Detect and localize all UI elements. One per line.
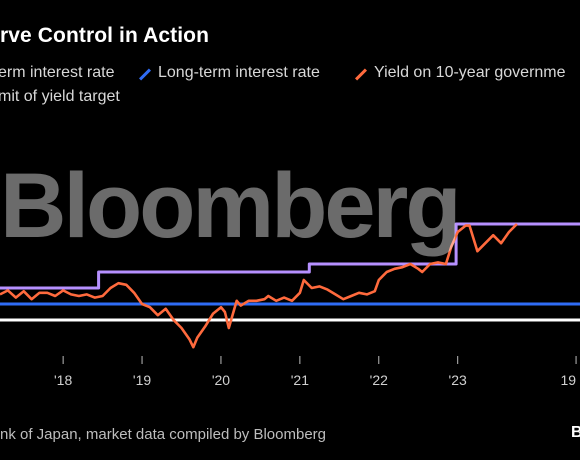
watermark-logo: Bloomberg bbox=[0, 155, 462, 257]
x-tick-label-6: '23 bbox=[449, 372, 467, 388]
x-tick-label-3: '20 bbox=[212, 372, 230, 388]
x-tick-label-4: '21 bbox=[291, 372, 309, 388]
legend-label-upper-limit: mit of yield target bbox=[0, 88, 120, 105]
series-line-4 bbox=[0, 223, 518, 349]
x-tick-label-5: '22 bbox=[370, 372, 388, 388]
series-line-3 bbox=[0, 222, 580, 290]
x-axis-ticks: '18 '19 '20 '21 '22 '23 19 bbox=[54, 356, 577, 388]
chart-title: rve Control in Action bbox=[0, 24, 209, 47]
x-tick-label-1: '18 bbox=[54, 372, 72, 388]
source-note: nk of Japan, market data compiled by Blo… bbox=[0, 426, 327, 443]
chart-lines bbox=[0, 222, 580, 349]
x-tick-label-2: '19 bbox=[133, 372, 151, 388]
x-tick-label-7: 19 bbox=[560, 372, 576, 388]
legend-label-yield: Yield on 10-year governme bbox=[374, 64, 566, 81]
legend-label-long-term: Long-term interest rate bbox=[158, 64, 320, 81]
legend-label-short-term: erm interest rate bbox=[0, 64, 115, 81]
bloomberg-corner-logo: B bbox=[571, 424, 580, 441]
